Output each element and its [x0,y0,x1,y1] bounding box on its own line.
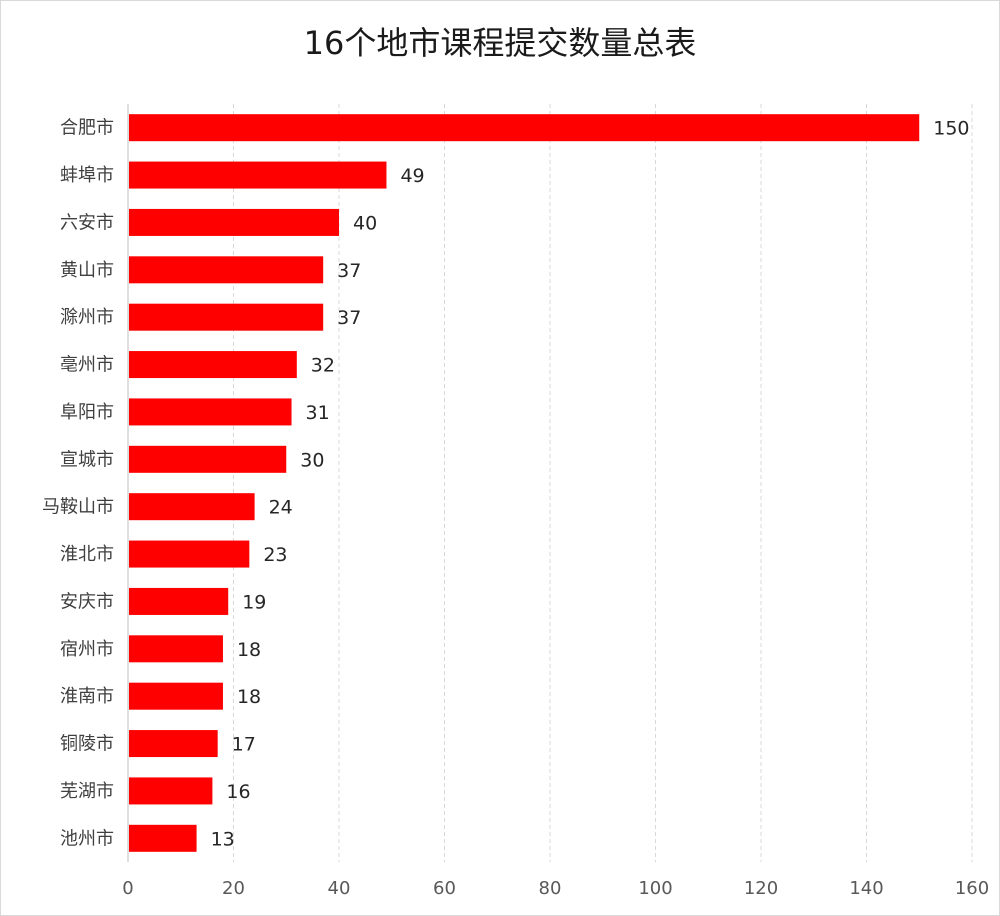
category-label: 黄山市 [60,260,114,281]
bars: 150 49 40 37 37 32 31 30 24 23 19 18 18 17 16 13 [129,114,970,852]
category-label: 亳州市 [60,355,114,376]
category-label: 宿州市 [60,639,114,660]
data-label: 19 [242,591,266,613]
x-tick-label: 120 [744,878,778,899]
data-label: 17 [232,734,256,756]
x-tick-label: 140 [849,878,883,899]
bar [129,208,339,236]
x-tick-label: 20 [222,878,245,899]
x-tick-label: 160 [955,878,989,899]
chart-title: 16个地市课程提交数量总表 [303,24,697,62]
bar [129,351,297,379]
category-label: 安庆市 [60,591,114,612]
category-label: 宣城市 [60,449,114,470]
category-label: 池州市 [60,828,114,849]
x-tick-label: 100 [638,878,672,899]
bar [129,682,223,710]
category-label: 合肥市 [60,118,114,139]
bar [129,540,250,568]
category-label: 滁州市 [60,307,114,328]
data-label: 49 [400,165,424,187]
bar [129,303,324,331]
bar [129,445,287,473]
category-label: 马鞍山市 [42,497,114,518]
bar [129,161,387,189]
x-tick-label: 60 [433,878,456,899]
category-label: 淮北市 [60,544,114,565]
data-label: 37 [337,260,361,282]
bar [129,493,255,521]
data-label: 24 [269,497,293,519]
bar [129,730,218,758]
bar [129,256,324,284]
bar [129,635,223,663]
data-label: 16 [226,781,250,803]
bar [129,114,920,142]
data-label: 37 [337,307,361,329]
category-labels: 合肥市蚌埠市六安市黄山市滁州市亳州市阜阳市宣城市马鞍山市淮北市安庆市宿州市淮南市… [42,118,114,850]
bar [129,777,213,805]
x-tick-label: 0 [122,878,133,899]
x-tick-label: 80 [539,878,562,899]
bar [129,824,197,852]
grid-lines [233,104,973,862]
data-label: 13 [211,828,235,850]
category-label: 铜陵市 [60,734,114,755]
data-label: 150 [933,118,969,140]
x-tick-labels: 0 20 40 60 80 100 120 140 160 [122,878,989,899]
category-label: 蚌埠市 [60,165,114,186]
data-label: 18 [237,686,261,708]
x-tick-label: 40 [328,878,351,899]
bar [129,398,292,426]
data-label: 40 [353,212,377,234]
bar [129,587,229,615]
data-label: 32 [311,355,335,377]
category-label: 芜湖市 [60,781,114,802]
category-label: 六安市 [60,212,114,233]
category-label: 阜阳市 [60,402,114,423]
data-label: 23 [263,544,287,566]
data-label: 30 [300,449,324,471]
category-label: 淮南市 [60,686,114,707]
data-label: 31 [306,402,330,424]
data-label: 18 [237,639,261,661]
